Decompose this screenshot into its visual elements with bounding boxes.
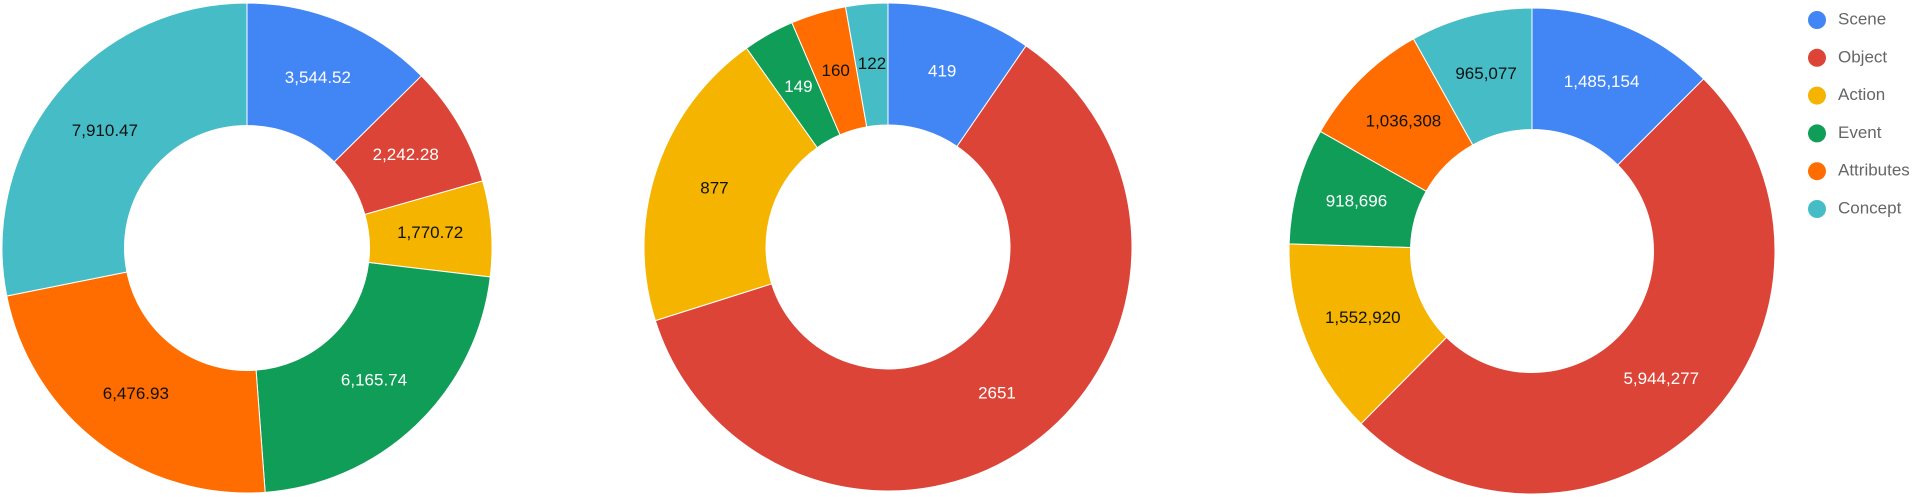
- data-label: 6,476.93: [103, 384, 169, 403]
- legend-marker: [1808, 200, 1826, 218]
- legend-marker: [1808, 11, 1826, 29]
- slice: [1288, 243, 1448, 425]
- legend-label: Event: [1838, 123, 1882, 142]
- slice: [1412, 7, 1533, 146]
- slice: [255, 261, 491, 493]
- data-label: 965,077: [1455, 64, 1516, 83]
- data-label: 7,910.47: [72, 121, 138, 140]
- legend-marker: [1808, 86, 1826, 105]
- data-label: 122: [858, 54, 886, 73]
- legend-label: Concept: [1838, 198, 1902, 217]
- slice: [1360, 78, 1776, 495]
- legend-label: Attributes: [1838, 161, 1910, 180]
- slice: [844, 2, 889, 128]
- legend-marker: [1808, 124, 1826, 143]
- data-label: 419: [928, 62, 956, 81]
- data-label: 2,242.28: [373, 145, 439, 164]
- data-label: 6,165.74: [341, 370, 407, 389]
- slice: [6, 271, 266, 494]
- data-label: 149: [784, 77, 812, 96]
- data-label: 918,696: [1326, 192, 1387, 211]
- data-label: 1,770.72: [397, 223, 463, 242]
- slice: [654, 45, 1133, 492]
- legend-marker: [1808, 162, 1826, 181]
- legend-label: Action: [1838, 85, 1885, 104]
- data-label: 1,036,308: [1366, 111, 1442, 130]
- legend-marker: [1808, 48, 1826, 67]
- data-label: 2651: [978, 383, 1016, 402]
- slice: [643, 47, 818, 322]
- legend-label: Object: [1838, 47, 1887, 66]
- data-label: 160: [821, 61, 849, 80]
- data-label: 5,944,277: [1623, 369, 1699, 388]
- data-label: 1,552,920: [1325, 308, 1401, 327]
- legend-label: Scene: [1838, 9, 1886, 28]
- slice: [1, 2, 248, 297]
- data-label: 1,485,154: [1564, 72, 1640, 91]
- data-label: 3,544.52: [285, 68, 351, 87]
- data-label: 877: [700, 178, 728, 197]
